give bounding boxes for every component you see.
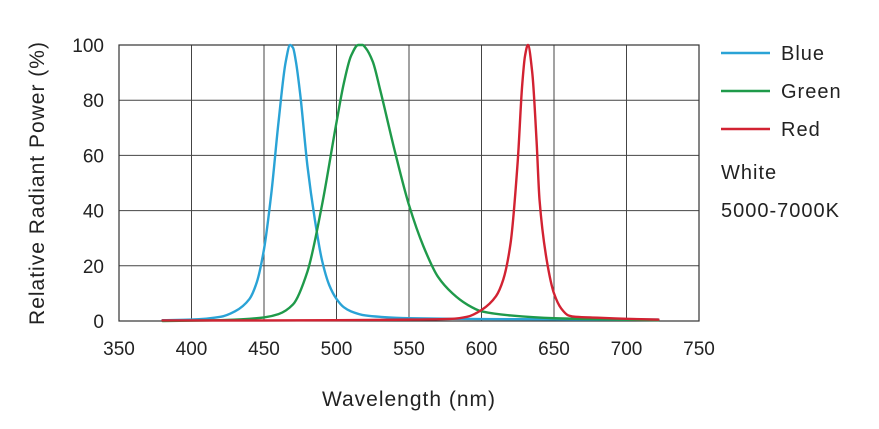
- plot-frame: [118, 44, 700, 322]
- annotation-white: White: [721, 162, 777, 184]
- x-tick-labels: 350 400 450 500 550 600 650 700 750: [103, 339, 715, 360]
- x-tick-label: 700: [611, 339, 643, 360]
- legend-label-blue: Blue: [781, 43, 825, 65]
- legend-label-green: Green: [781, 81, 842, 103]
- annotation-cct: 5000-7000K: [721, 200, 840, 222]
- legend: Blue Green Red White 5000-7000K: [721, 43, 842, 222]
- x-tick-label: 600: [466, 339, 498, 360]
- series-line-green: [161, 43, 660, 323]
- series-line-red: [161, 43, 660, 322]
- grid-lines: [118, 44, 700, 322]
- x-axis-title: Wavelength (nm): [322, 388, 496, 411]
- x-tick-label: 400: [176, 339, 208, 360]
- y-axis-title: Relative Radiant Power (%): [26, 41, 49, 325]
- y-tick-label: 100: [72, 36, 104, 57]
- x-tick-label: 350: [103, 339, 135, 360]
- y-tick-label: 20: [83, 257, 104, 278]
- y-tick-label: 80: [83, 91, 104, 112]
- y-tick-label: 0: [93, 312, 104, 333]
- y-tick-label: 60: [83, 146, 104, 167]
- x-tick-label: 750: [683, 339, 715, 360]
- x-tick-label: 500: [321, 339, 353, 360]
- x-tick-label: 550: [393, 339, 425, 360]
- series-lines: [161, 43, 660, 323]
- series-line-blue: [161, 43, 660, 322]
- y-tick-labels: 0 20 40 60 80 100: [72, 36, 104, 333]
- x-tick-label: 650: [538, 339, 570, 360]
- legend-label-red: Red: [781, 119, 821, 141]
- y-tick-label: 40: [83, 202, 104, 223]
- x-tick-label: 450: [248, 339, 280, 360]
